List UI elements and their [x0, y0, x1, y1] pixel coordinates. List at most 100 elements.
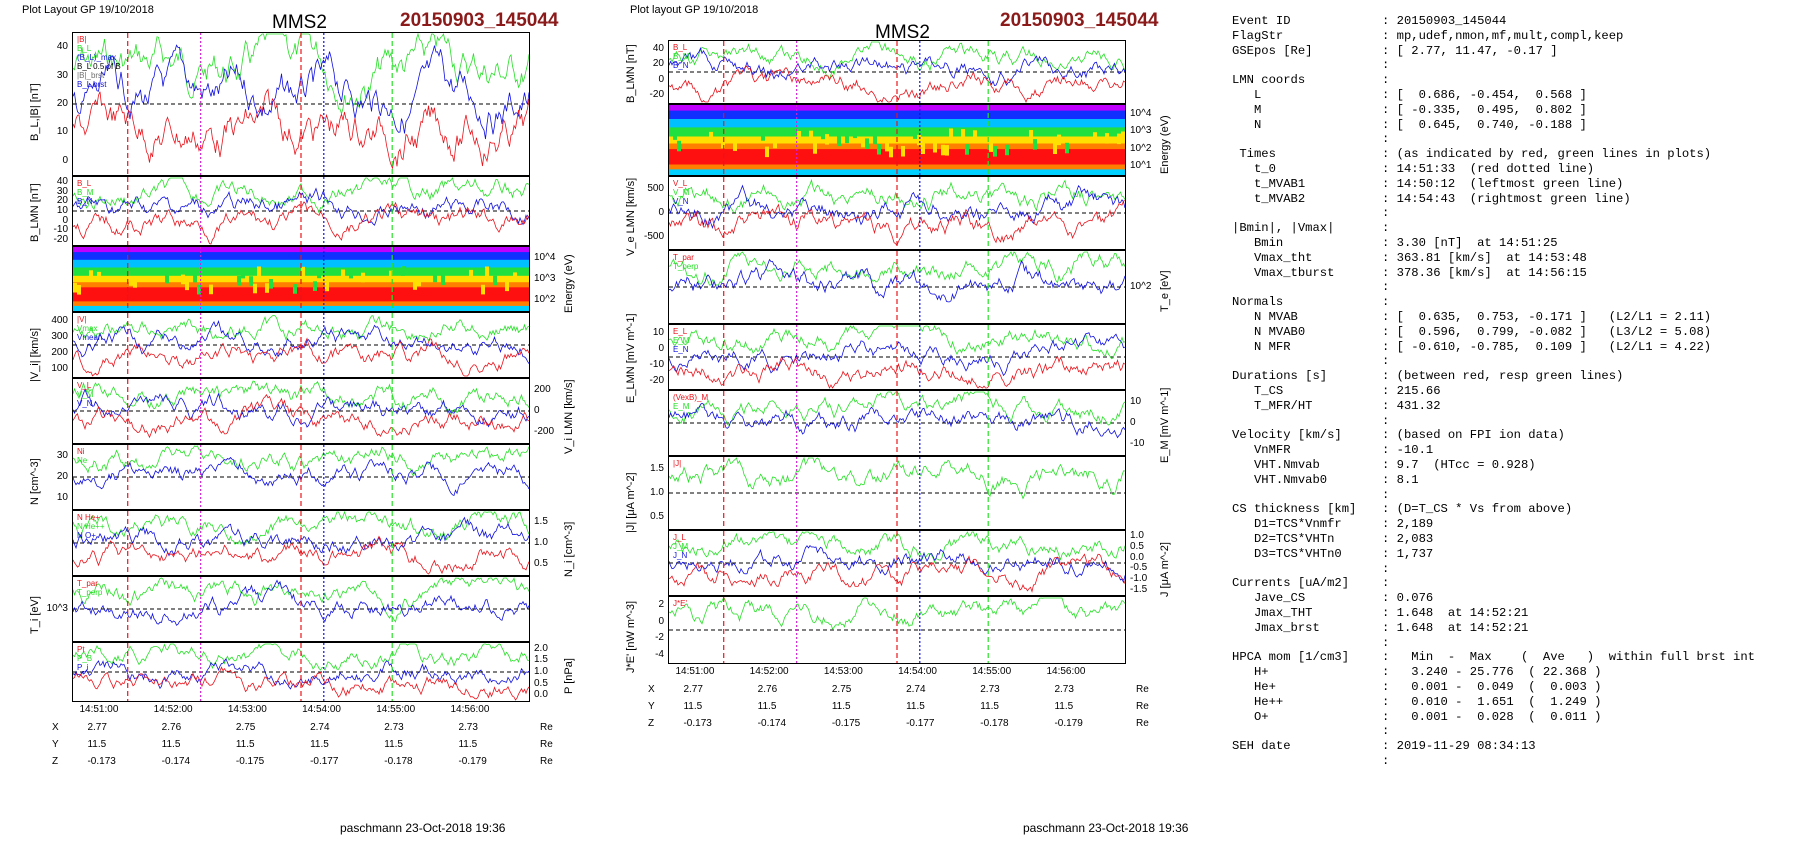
- left-ytick: -200: [534, 426, 555, 438]
- right-time-tick: 14:53:00: [823, 666, 863, 677]
- info-key: He+: [1232, 680, 1276, 694]
- left-coord-value: 11.5: [235, 739, 255, 750]
- left-ylabel: N [cm^-3]: [29, 458, 41, 505]
- left-p8-series-1: [73, 577, 529, 623]
- left-panel-5-svg: [73, 379, 529, 443]
- info-value: :: [1382, 73, 1390, 88]
- left-legend: V_N: [77, 399, 93, 408]
- right-ytick: 1.0: [1130, 530, 1144, 542]
- right-panel-7-svg: [669, 457, 1125, 529]
- left-legend: B_L: [77, 179, 92, 188]
- info-key: Event ID: [1232, 14, 1291, 28]
- right-p4-series-2: [669, 258, 1125, 303]
- info-key: He++: [1232, 694, 1284, 709]
- left-ytick: 10: [56, 492, 68, 504]
- left-coord-axis-Y: Y: [52, 739, 59, 750]
- left-coord-value: -0.177: [310, 756, 339, 767]
- right-ylabel: B_LMN [nT]: [625, 44, 637, 103]
- info-key: t_0: [1232, 162, 1276, 176]
- left-ytick: 30: [56, 69, 68, 81]
- left-coord-unit: Re: [540, 756, 553, 767]
- left-coord-value: -0.174: [161, 756, 191, 767]
- info-key: VHT.Nmvab: [1232, 458, 1320, 472]
- right-panel-1: -20 0 20 40 B_LMN [nT] B_L B_M B_N: [625, 40, 1126, 104]
- left-coord-axis-Z: Z: [52, 756, 59, 767]
- info-key: T_MFR/HT: [1232, 398, 1313, 413]
- info-key: HPCA mom [1/cm3]: [1232, 650, 1350, 665]
- right-ytick: -500: [643, 231, 664, 242]
- left-p6-series-1: [73, 445, 529, 478]
- left-legend: N He+: [77, 513, 100, 522]
- right-p4-series-1: [669, 251, 1125, 286]
- info-key: VHT.Nmvab0: [1232, 472, 1328, 487]
- right-legend: |J|: [673, 459, 682, 468]
- info-value: : 0.010 - 1.651 ( 1.249 ): [1382, 694, 1602, 709]
- info-value: : [ -0.610, -0.785, 0.109 ] (L2/L1 = 4.2…: [1382, 339, 1712, 354]
- info-value: :: [1382, 295, 1390, 310]
- right-ylabel: T_e [eV]: [1159, 270, 1171, 312]
- info-value: : 3.30 [nT] at 14:51:25: [1382, 236, 1558, 250]
- info-value: : 363.81 [km/s] at 14:53:48: [1382, 250, 1587, 265]
- left-panel-4: 100 200 300 400 |V_i| [km/s] |V| Vmax Vmean: [29, 312, 530, 382]
- right-legend: B_L: [673, 43, 688, 52]
- info-value: : 14:50:12 (leftmost green line): [1382, 176, 1624, 191]
- info-value: : mp,udef,nmon,mf,mult,compl,keep: [1382, 28, 1624, 43]
- info-key: CS thickness [km]: [1232, 502, 1357, 517]
- right-legend: B_N: [673, 61, 689, 70]
- right-ylabel: J [μA m^-2]: [1159, 542, 1171, 597]
- right-p9-series-1: [669, 597, 1125, 630]
- left-ytick: 1.0: [534, 666, 548, 677]
- right-ytick: 0.5: [1130, 541, 1144, 552]
- info-value: :: [1382, 413, 1390, 428]
- left-ylabel: B_L,|B| [nT]: [29, 83, 41, 141]
- left-coord-value: 11.5: [87, 739, 107, 750]
- right-legend: (VexB)_M: [673, 393, 709, 402]
- left-time-tick: 14:52:00: [153, 704, 193, 715]
- right-ytick: 0: [658, 615, 664, 627]
- right-panel-6-svg: [669, 391, 1125, 455]
- right-legend: B_M: [673, 52, 690, 61]
- left-p8-series-2: [73, 579, 529, 626]
- right-coord-value: -0.179: [1054, 718, 1083, 729]
- left-legend: Pt: [77, 645, 85, 654]
- info-value: : (based on FPI ion data): [1382, 428, 1565, 443]
- left-ylabel: P [nPa]: [563, 658, 575, 694]
- right-p3-series-1: [669, 178, 1125, 213]
- left-ytick: 0: [534, 405, 540, 416]
- info-value: : 3.240 - 25.776 ( 22.368 ): [1382, 665, 1602, 680]
- left-ylabel: B_LMN [nT]: [29, 183, 41, 242]
- right-coord-axis-X: X: [648, 684, 655, 695]
- right-coord-value: 11.5: [757, 701, 777, 712]
- right-ytick: 0.0: [1130, 551, 1144, 563]
- right-coord-value: 2.77: [683, 684, 703, 695]
- info-key: D3=TCS*VHTn0: [1232, 546, 1342, 561]
- right-event-title: 20150903_145044: [1000, 10, 1159, 31]
- right-coord-value: 2.73: [1054, 684, 1074, 695]
- left-footer: paschmann 23-Oct-2018 19:36: [340, 821, 506, 835]
- info-key: N MVAB0: [1232, 324, 1306, 339]
- info-key: Vmax_tht: [1232, 250, 1313, 265]
- left-coord-value: 2.76: [161, 722, 182, 733]
- info-value: :: [1382, 635, 1390, 650]
- info-key: SEH date: [1232, 739, 1291, 754]
- info-key: Jave_CS: [1232, 591, 1306, 606]
- info-value: :: [1382, 354, 1390, 369]
- left-ytick: 20: [56, 195, 68, 207]
- right-layout-label: Plot layout GP 19/10/2018: [630, 4, 759, 16]
- info-key: Normals: [1232, 295, 1284, 310]
- info-key: Durations [s]: [1232, 369, 1328, 384]
- right-ytick: 10: [1130, 395, 1142, 407]
- left-ytick: 0.5: [534, 558, 548, 570]
- left-legend: T_par: [77, 579, 98, 588]
- right-legend: J_M: [673, 542, 689, 551]
- right-coord-unit: Re: [1136, 718, 1149, 729]
- left-legend: V_M: [77, 390, 94, 399]
- right-ytick: -10: [1130, 438, 1145, 450]
- right-panel-4: 10^2 T_e [eV] T_par T_perp: [668, 250, 1171, 324]
- right-ytick: -4: [655, 648, 664, 660]
- info-key: O+: [1232, 709, 1269, 724]
- left-event-title: 20150903_145044: [400, 10, 559, 31]
- left-coord-value: -0.179: [458, 756, 487, 767]
- right-legend: E_L: [673, 327, 688, 336]
- info-value: : [ 0.596, 0.799, -0.082 ] (L3/L2 = 5.08…: [1382, 324, 1712, 339]
